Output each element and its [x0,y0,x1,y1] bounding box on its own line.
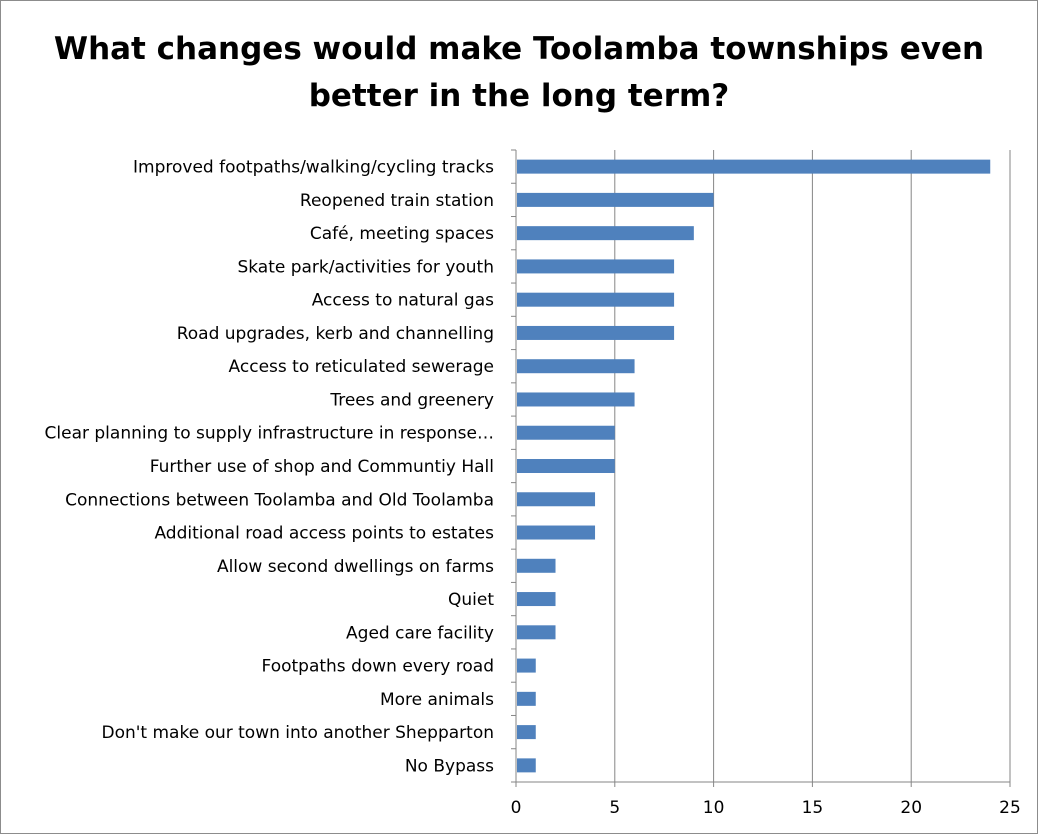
bar [517,725,536,740]
bar [517,259,675,274]
category-label: Additional road access points to estates [154,524,494,544]
bar [517,226,694,241]
bar [517,292,675,307]
category-label: Skate park/activities for youth [237,257,494,277]
chart-title: What changes would make Toolamba townshi… [0,26,1038,120]
bar [517,392,635,407]
category-label: Improved footpaths/walking/cycling track… [133,158,494,178]
category-label: Access to natural gas [312,291,494,311]
x-tick-label: 5 [609,798,620,818]
bar [517,359,635,374]
category-label: Access to reticulated sewerage [229,357,494,377]
bar [517,425,615,440]
x-tick-label: 10 [703,798,725,818]
bar [517,525,596,540]
category-label: More animals [380,690,494,710]
bar [517,625,556,640]
bar [517,592,556,607]
category-label: Connections between Toolamba and Old Too… [65,490,494,510]
category-label: Don't make our town into another Sheppar… [101,723,494,743]
category-label: Allow second dwellings on farms [217,557,494,577]
category-label: Quiet [448,590,494,610]
bar [517,558,556,573]
category-label: Reopened train station [300,191,494,211]
bar [517,492,596,507]
bar [517,192,714,207]
bar [517,691,536,706]
chart-title-text: What changes would make Toolamba townshi… [53,31,985,114]
category-label: Road upgrades, kerb and channelling [177,324,494,344]
category-label: Clear planning to supply infrastructure … [45,424,494,444]
category-label: Further use of shop and Communtiy Hall [150,457,494,477]
x-tick-label: 15 [802,798,824,818]
bar [517,459,615,473]
bar [517,159,991,174]
bar [517,658,536,673]
x-tick-label: 20 [900,798,922,818]
x-tick-label: 0 [511,798,522,818]
bar [517,325,675,340]
category-label: Footpaths down every road [262,657,494,677]
category-label: Aged care facility [346,623,494,643]
category-label: No Bypass [405,756,494,776]
x-tick-label: 25 [999,798,1021,818]
category-label: Café, meeting spaces [310,224,494,244]
category-label: Trees and greenery [329,390,494,410]
bar [517,758,536,773]
